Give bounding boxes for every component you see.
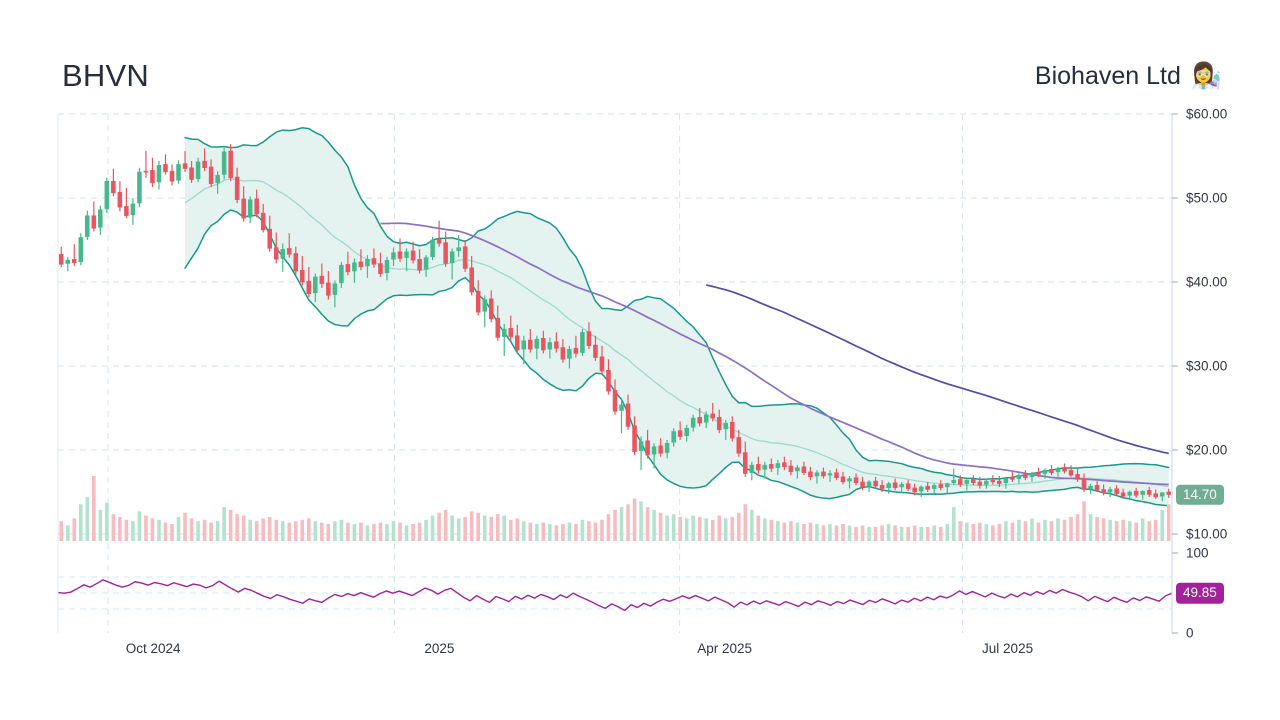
volume-series: [59, 476, 1171, 541]
price-axis-tick: $20.00: [1186, 442, 1228, 458]
rsi-axis-tick: 100: [1186, 545, 1209, 561]
last-price-badge: 14.70: [1176, 484, 1224, 505]
date-axis-tick: Apr 2025: [697, 641, 753, 656]
date-axis-tick: Jul 2025: [982, 641, 1034, 656]
price-axis-tick: $30.00: [1186, 358, 1228, 374]
candlestick-series: [58, 144, 1172, 502]
moving-average-lines: [380, 222, 1169, 486]
rsi-series: [57, 579, 1173, 612]
rsi-grid-lines: [58, 576, 1172, 610]
chart-header: BHVN Biohaven Ltd 👩‍🔬: [0, 0, 1280, 110]
bollinger-band-lines: [184, 127, 1170, 507]
company-name: Biohaven Ltd: [1034, 62, 1181, 90]
date-axis-tick: Oct 2024: [125, 641, 181, 656]
date-axis-tick: 2025: [424, 641, 455, 656]
woman-scientist-emoji: 👩‍🔬: [1190, 62, 1222, 90]
price-axis-tick: $40.00: [1186, 274, 1228, 290]
price-axis-tick: $10.00: [1186, 526, 1228, 542]
company-title-group: Biohaven Ltd 👩‍🔬: [1035, 64, 1222, 89]
price-axis-tick: $60.00: [1186, 106, 1228, 122]
rsi-value-badge: 49.85: [1176, 582, 1224, 604]
bollinger-band-fill: [185, 127, 1169, 506]
price-axis-tick: $50.00: [1186, 190, 1228, 206]
ticker-symbol: BHVN: [62, 58, 149, 93]
rsi-axis-tick: 0: [1186, 625, 1194, 641]
axis-lines: [57, 113, 1178, 634]
